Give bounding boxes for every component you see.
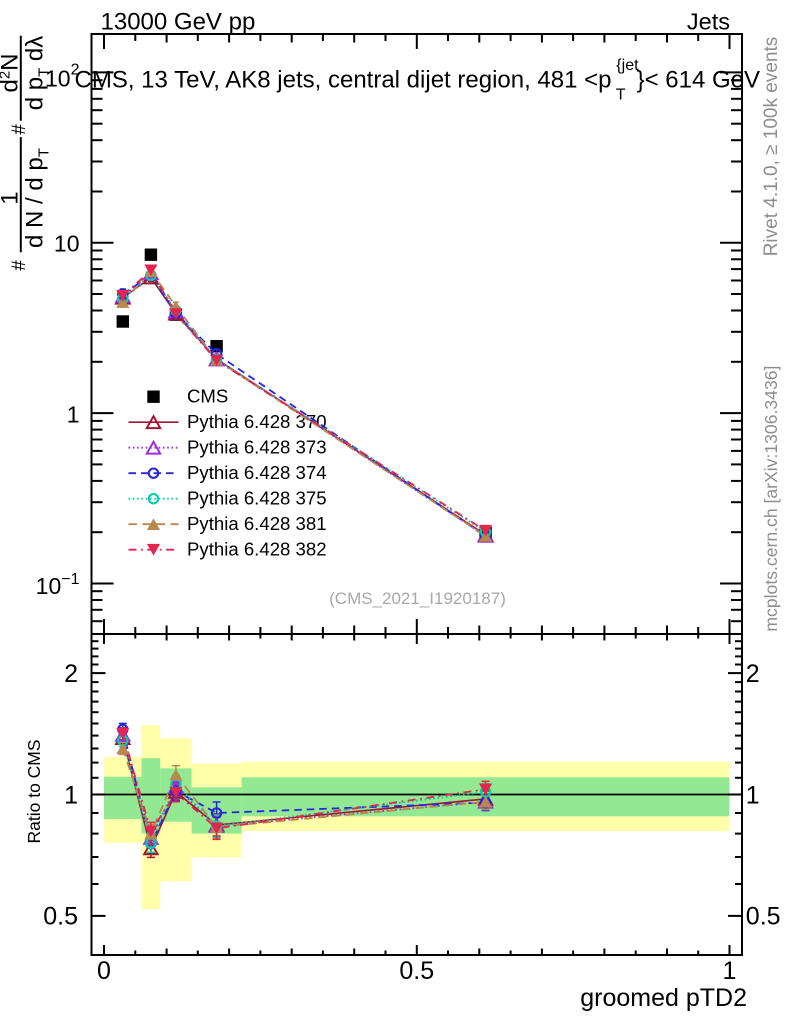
svg-text:Jets: Jets <box>687 9 730 35</box>
svg-text:#: # <box>9 260 30 271</box>
svg-text:T: T <box>616 86 626 103</box>
svg-text:1: 1 <box>723 957 737 985</box>
svg-text:Pythia 6.428 375: Pythia 6.428 375 <box>187 488 327 509</box>
svg-text:1: 1 <box>64 781 78 809</box>
svg-text:{jet: {jet <box>616 57 639 74</box>
svg-text:Pythia 6.428 374: Pythia 6.428 374 <box>187 462 327 483</box>
svg-text:CMS, 13 TeV, AK8 jets, central: CMS, 13 TeV, AK8 jets, central dijet reg… <box>75 67 612 94</box>
svg-text:Pythia 6.428 382: Pythia 6.428 382 <box>187 539 327 560</box>
svg-text:CMS: CMS <box>187 386 228 407</box>
svg-text:#: # <box>9 124 30 135</box>
svg-text:}< 614 GeV: }< 614 GeV <box>637 67 760 94</box>
svg-text:Pythia 6.428 381: Pythia 6.428 381 <box>187 513 327 534</box>
svg-text:Rivet 4.1.0, ≥ 100k events: Rivet 4.1.0, ≥ 100k events <box>761 37 782 257</box>
svg-text:mcplots.cern.ch [arXiv:1306.34: mcplots.cern.ch [arXiv:1306.3436] <box>761 366 781 632</box>
svg-text:10: 10 <box>54 230 80 256</box>
svg-text:Pythia 6.428 370: Pythia 6.428 370 <box>187 411 327 432</box>
svg-text:d pT dλ: d pT dλ <box>21 36 52 111</box>
svg-text:Ratio to CMS: Ratio to CMS <box>24 739 44 843</box>
svg-text:1: 1 <box>746 781 760 809</box>
svg-text:d2N: d2N <box>0 53 23 92</box>
svg-text:groomed pTD2: groomed pTD2 <box>580 984 747 1012</box>
svg-text:0.5: 0.5 <box>746 903 781 931</box>
svg-text:13000 GeV pp: 13000 GeV pp <box>101 9 256 36</box>
svg-text:1: 1 <box>0 191 23 204</box>
svg-text:Pythia 6.428 373: Pythia 6.428 373 <box>187 437 327 458</box>
svg-text:0.5: 0.5 <box>399 957 434 985</box>
svg-text:0.5: 0.5 <box>43 903 78 931</box>
svg-text:2: 2 <box>64 660 78 688</box>
svg-text:d N / d pT: d N / d pT <box>21 148 52 248</box>
svg-text:1: 1 <box>67 402 80 428</box>
svg-text:(CMS_2021_I1920187): (CMS_2021_I1920187) <box>329 589 506 608</box>
svg-text:0: 0 <box>97 957 111 985</box>
svg-text:2: 2 <box>746 660 760 688</box>
